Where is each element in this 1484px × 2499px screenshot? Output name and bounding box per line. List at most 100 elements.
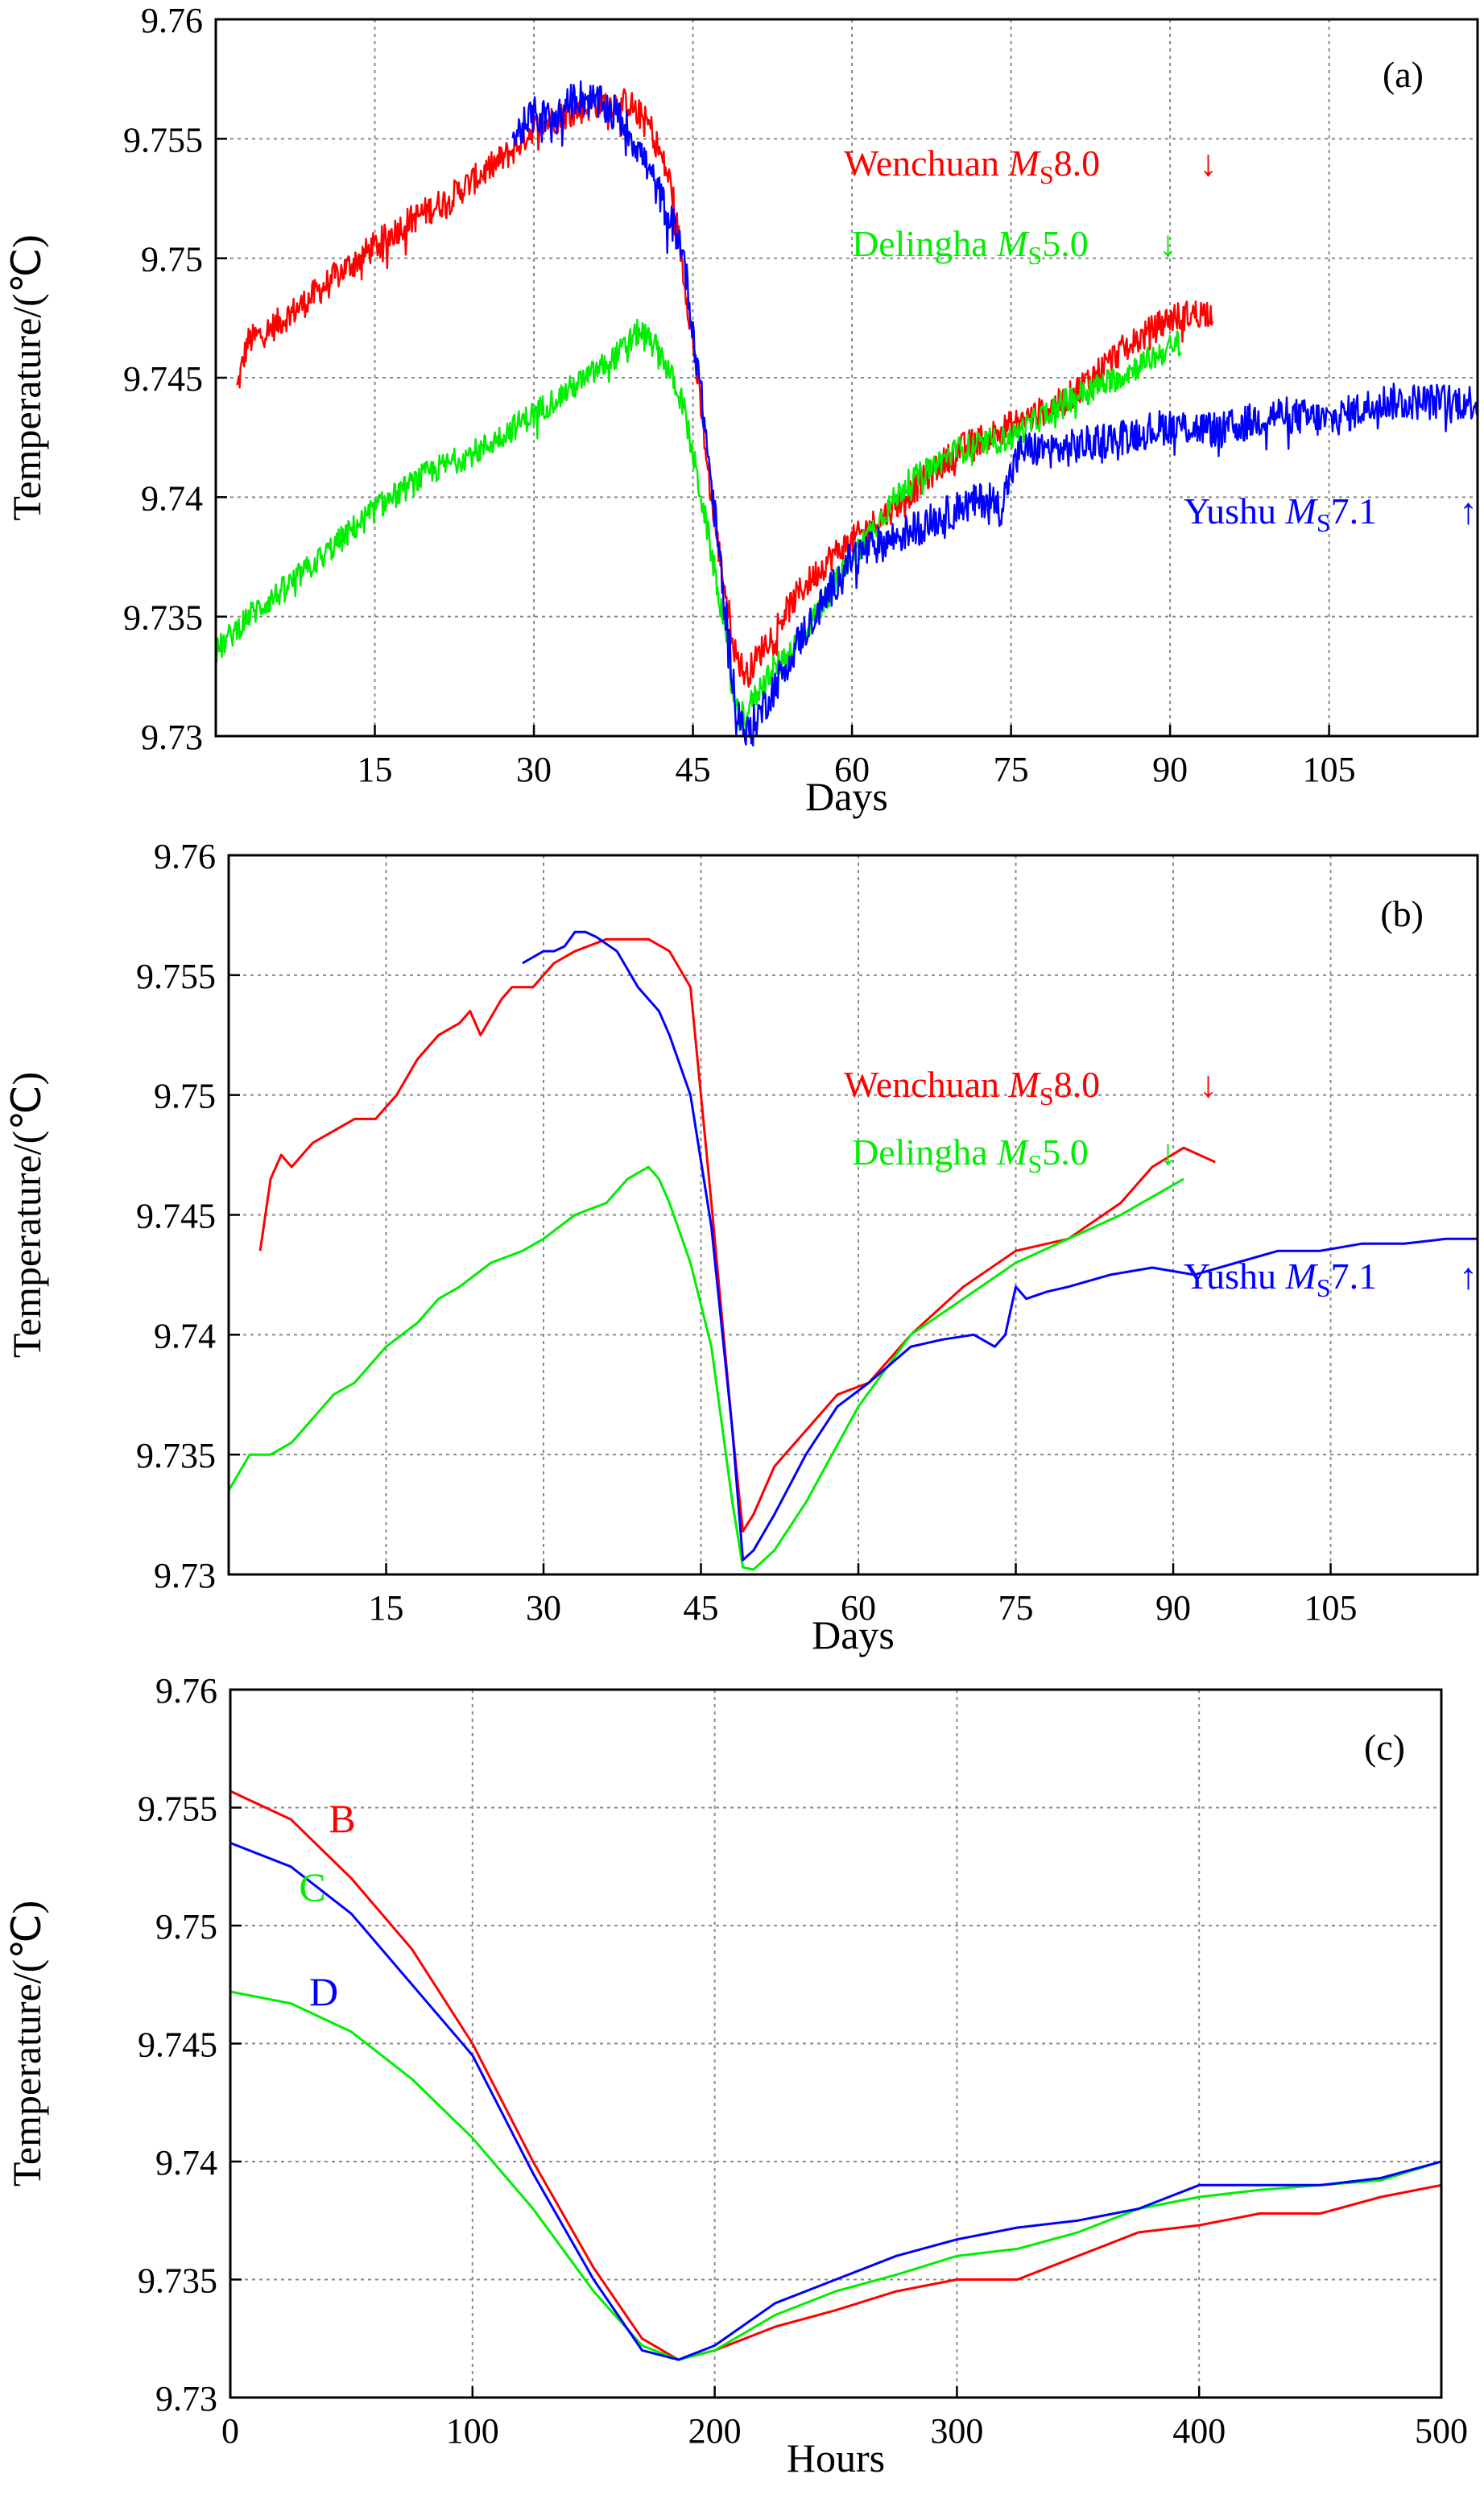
arrow-down-icon: ↓ [1159, 1132, 1177, 1173]
panel-label: (c) [1364, 1727, 1405, 1768]
annotation-name: Wenchuan [844, 1064, 1008, 1105]
x-tick-label: 105 [1304, 1588, 1358, 1628]
x-tick-label: 30 [526, 1588, 561, 1628]
x-tick-label: 15 [369, 1588, 404, 1628]
x-axis-label: Days [805, 774, 888, 819]
series-line-3 [229, 1842, 1442, 2361]
y-tick-label: 9.755 [138, 1789, 217, 1829]
annotation-subscript: S [1027, 1149, 1042, 1178]
x-tick-label: 100 [446, 2411, 499, 2451]
annotation-name: Yushu [1184, 1256, 1286, 1297]
annotation-subscript: S [1317, 1273, 1331, 1302]
series-line-3 [511, 80, 1479, 747]
arrow-down-icon: ↓ [1199, 143, 1217, 184]
x-tick-label: 0 [221, 2411, 239, 2451]
x-tick-label: 400 [1172, 2411, 1226, 2451]
x-tick-label: 45 [684, 1588, 719, 1628]
series-line-2 [229, 1990, 1442, 2361]
x-axis-label: Days [812, 1612, 895, 1657]
y-tick-label: 9.76 [154, 837, 216, 876]
series-line-2 [214, 318, 1182, 736]
arrow-down-icon: ↓ [1159, 223, 1177, 264]
y-axis-label: Temperature/(℃) [4, 1072, 49, 1358]
y-tick-label: 9.745 [136, 1197, 216, 1236]
series-label: C [299, 1864, 325, 1909]
y-axis-label: Temperature/(℃) [4, 234, 49, 520]
annotation-name: Delingha [852, 1132, 997, 1173]
annotation-magnitude-symbol: M [1285, 1256, 1319, 1297]
chart-panel-1: 15 30 45 60 75 90 105 9.73 9.735 9.74 9.745 9.75 9.7… [4, 1, 1479, 819]
annotation-magnitude-symbol: M [1285, 490, 1319, 532]
y-tick-label: 9.755 [136, 957, 216, 996]
x-tick-label: 500 [1415, 2411, 1468, 2451]
y-tick-label: 9.74 [155, 2143, 217, 2182]
y-tick-label: 9.76 [155, 1671, 217, 1711]
series-line-1 [229, 1789, 1442, 2361]
arrow-down-icon: ↓ [1199, 1064, 1217, 1105]
panel-label: (a) [1383, 54, 1424, 95]
x-tick-label: 75 [994, 750, 1029, 789]
y-tick-label: 9.73 [141, 718, 203, 757]
annotation-subscript: S [1317, 508, 1331, 537]
annotation-magnitude-symbol: M [1007, 1064, 1041, 1105]
earthquake-annotation: Wenchuan MS8.0 [844, 143, 1100, 189]
annotation-subscript: S [1027, 241, 1042, 270]
y-tick-label: 9.76 [141, 1, 203, 40]
earthquake-annotation: Delingha MS5.0 [852, 1132, 1089, 1178]
chart-panel-3: 0 100 200 300 400 500 9.73 9.735 9.74 9.745 9.75 9.… [4, 1671, 1468, 2480]
annotation-name: Delingha [852, 223, 997, 264]
annotation-magnitude: 5.0 [1042, 223, 1089, 264]
arrow-up-icon: ↑ [1459, 490, 1478, 532]
y-tick-label: 9.73 [155, 2379, 217, 2418]
earthquake-annotation: Wenchuan MS8.0 [844, 1064, 1100, 1111]
series-line-1 [258, 937, 1216, 1533]
arrow-up-icon: ↑ [1459, 1256, 1478, 1297]
panel-label: (b) [1380, 893, 1424, 934]
annotation-magnitude: 8.0 [1054, 143, 1101, 184]
annotation-subscript: S [1040, 1082, 1054, 1111]
x-tick-label: 15 [358, 750, 393, 789]
annotation-magnitude-symbol: M [996, 223, 1030, 264]
earthquake-annotation: Delingha MS5.0 [852, 223, 1089, 270]
annotation-magnitude: 7.1 [1331, 1256, 1378, 1297]
y-tick-label: 9.75 [154, 1077, 216, 1116]
annotation-name: Yushu [1184, 490, 1286, 532]
x-tick-label: 75 [998, 1588, 1034, 1628]
y-tick-label: 9.75 [141, 240, 203, 279]
y-tick-label: 9.75 [155, 1907, 217, 1947]
chart-panel-2: 15 30 45 60 75 90 105 9.73 9.735 9.74 9.745 9.75 9.7… [4, 837, 1479, 1657]
x-axis-label: Hours [787, 2435, 885, 2480]
series-line-3 [522, 930, 1478, 1562]
x-tick-label: 105 [1303, 750, 1356, 789]
earthquake-annotation: Yushu MS7.1 [1184, 1256, 1377, 1302]
y-tick-label: 9.745 [123, 359, 203, 399]
series-label: D [309, 1969, 338, 2014]
annotation-magnitude: 8.0 [1054, 1064, 1101, 1105]
x-tick-label: 90 [1152, 750, 1188, 789]
annotation-subscript: S [1040, 160, 1054, 189]
annotation-name: Wenchuan [844, 143, 1008, 184]
x-tick-label: 200 [688, 2411, 742, 2451]
x-tick-label: 300 [930, 2411, 983, 2451]
y-tick-label: 9.755 [123, 120, 203, 159]
y-axis-label: Temperature/(℃) [4, 1901, 49, 2187]
y-tick-label: 9.73 [154, 1556, 216, 1595]
x-tick-label: 60 [834, 750, 870, 789]
y-tick-label: 9.74 [154, 1316, 216, 1355]
x-tick-label: 90 [1155, 1588, 1191, 1628]
annotation-magnitude-symbol: M [1007, 143, 1041, 184]
x-tick-label: 45 [676, 750, 711, 789]
series-line-1 [236, 88, 1213, 688]
y-tick-label: 9.735 [138, 2261, 217, 2301]
series-label: B [329, 1796, 355, 1841]
earthquake-annotation: Yushu MS7.1 [1184, 490, 1377, 537]
y-tick-label: 9.735 [123, 598, 203, 638]
y-tick-label: 9.745 [138, 2025, 217, 2065]
y-tick-label: 9.74 [141, 478, 203, 518]
annotation-magnitude: 5.0 [1042, 1132, 1089, 1173]
x-tick-label: 30 [516, 750, 552, 789]
series-line-2 [227, 1165, 1184, 1571]
y-tick-label: 9.735 [136, 1436, 216, 1475]
x-tick-label: 60 [841, 1588, 876, 1628]
